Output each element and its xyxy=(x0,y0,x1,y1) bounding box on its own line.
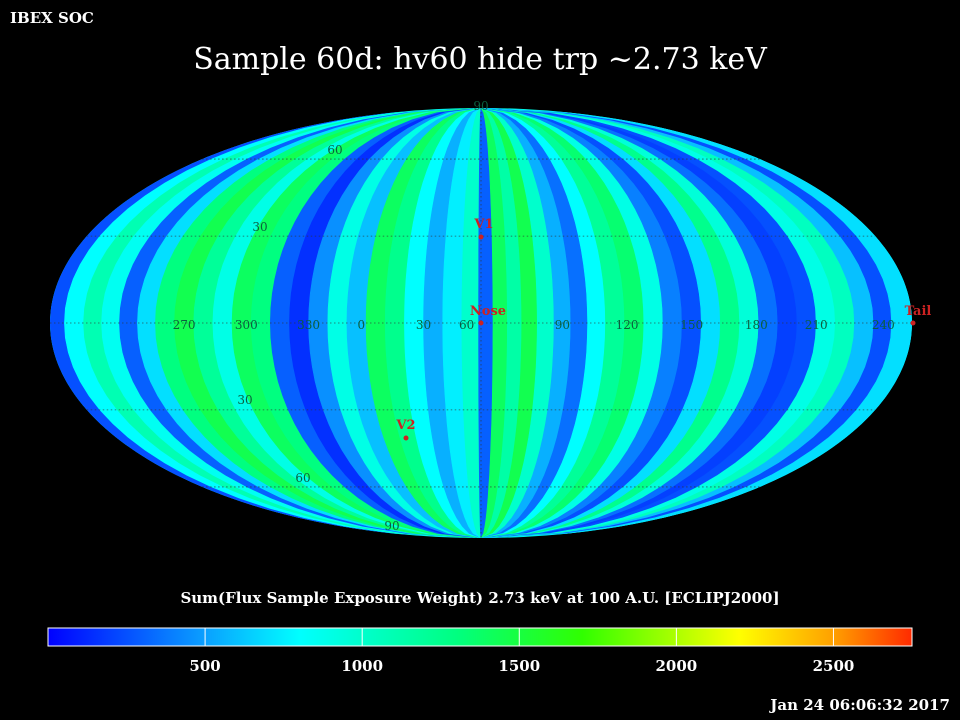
grid-label: 60 xyxy=(295,471,310,485)
grid-label: 90 xyxy=(473,99,488,113)
grid-label: 90 xyxy=(555,318,570,332)
grid-label: 60 xyxy=(327,143,342,157)
colorbar-tick-label: 1000 xyxy=(341,657,383,675)
grid-label: 30 xyxy=(252,220,267,234)
marker-label: V1 xyxy=(473,217,493,232)
marker-v1: V1 xyxy=(473,217,494,240)
grid-label: 120 xyxy=(616,318,639,332)
app-label: IBEX SOC xyxy=(10,9,94,27)
grid-label: 210 xyxy=(805,318,828,332)
marker-tail: Tail xyxy=(905,304,932,326)
marker-label: Tail xyxy=(905,304,932,319)
colorbar-tick-label: 1500 xyxy=(498,657,540,675)
grid-label: 330 xyxy=(297,318,320,332)
timestamp: Jan 24 06:06:32 2017 xyxy=(770,696,950,714)
grid-label: 30 xyxy=(237,393,252,407)
grid-label: 270 xyxy=(173,318,196,332)
grid-label: 180 xyxy=(745,318,768,332)
map-title: Sample 60d: hv60 hide trp ~2.73 keV xyxy=(193,42,767,77)
grid-label: 30 xyxy=(416,318,431,332)
marker-nose: Nose xyxy=(470,304,506,326)
marker-v2: V2 xyxy=(395,418,416,441)
colorbar-tick-label: 2500 xyxy=(813,657,855,675)
colorbar-title: Sum(Flux Sample Exposure Weight) 2.73 ke… xyxy=(180,589,780,607)
grid-label: 300 xyxy=(235,318,258,332)
grid-label: 150 xyxy=(680,318,703,332)
grid-label: 90 xyxy=(384,519,399,533)
grid-label: 60 xyxy=(459,318,474,332)
colorbar-gradient xyxy=(47,627,913,647)
grid-label: 240 xyxy=(872,318,895,332)
colorbar-tick-label: 500 xyxy=(189,657,220,675)
marker-label: V2 xyxy=(395,418,415,433)
grid-label: 0 xyxy=(357,318,365,332)
colorbar-tick-label: 2000 xyxy=(655,657,697,675)
marker-label: Nose xyxy=(470,304,506,319)
